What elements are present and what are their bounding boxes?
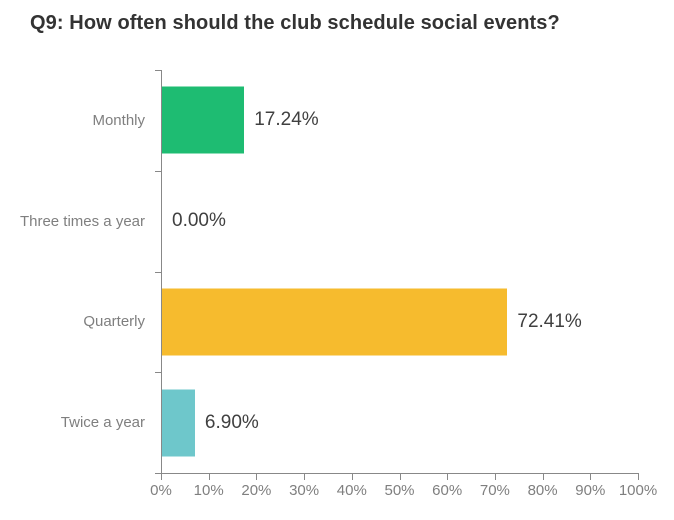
x-tick-label: 80% [527, 482, 558, 499]
value-label-three-times-a-year: 0.00% [172, 210, 226, 232]
chart-row-monthly: 17.24% [162, 70, 639, 171]
x-tick [351, 474, 353, 480]
x-tick-label: 90% [575, 482, 606, 499]
chart-row-three-times-a-year: 0.00% [162, 171, 639, 272]
y-tick [155, 271, 161, 273]
x-tick [256, 474, 258, 480]
x-tick-label: 70% [479, 482, 510, 499]
value-label-monthly: 17.24% [254, 109, 319, 131]
x-tick [447, 474, 449, 480]
x-tick [304, 474, 306, 480]
chart-row-twice-a-year: 6.90% [162, 372, 639, 473]
y-tick [155, 372, 161, 374]
x-tick-label: 50% [384, 482, 415, 499]
category-label-monthly: Monthly [92, 111, 145, 129]
y-tick [155, 473, 161, 474]
x-tick-label: 100% [618, 482, 658, 499]
x-tick [638, 474, 639, 480]
x-tick [542, 474, 544, 480]
x-tick-label: 20% [241, 482, 272, 499]
plot-area: 17.24% 0.00% 72.41% 6.90% [161, 70, 639, 474]
x-tick [399, 474, 401, 480]
bar-twice-a-year [162, 389, 195, 457]
x-tick [590, 474, 592, 480]
category-label-twice-a-year: Twice a year [60, 414, 145, 431]
x-tick-label: 0% [150, 482, 172, 499]
x-tick-label: 60% [432, 482, 463, 499]
x-tick [161, 474, 162, 480]
chart-title: Q9: How often should the club schedule s… [30, 12, 560, 34]
chart-row-quarterly: 72.41% [162, 272, 639, 373]
value-label-quarterly: 72.41% [517, 310, 582, 332]
x-tick-label: 10% [193, 482, 224, 499]
y-tick [155, 70, 161, 71]
y-axis-category-labels: Monthly Three times a year Quarterly Twice … [0, 70, 145, 473]
x-tick [208, 474, 210, 480]
x-tick [494, 474, 496, 480]
x-tick-label: 40% [336, 482, 367, 499]
bar-quarterly [162, 288, 508, 356]
value-label-twice-a-year: 6.90% [204, 411, 259, 433]
bar-monthly [162, 86, 245, 154]
category-label-three-times-a-year: Three times a year [19, 212, 145, 230]
x-tick-label: 30% [289, 482, 320, 499]
category-label-quarterly: Quarterly [83, 313, 145, 331]
y-tick [155, 170, 161, 172]
